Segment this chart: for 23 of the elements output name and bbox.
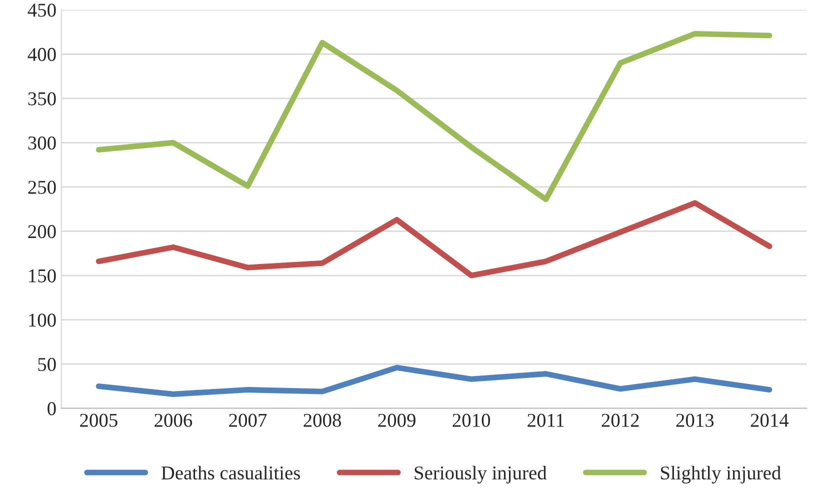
x-tick-label: 2012 — [602, 414, 639, 427]
y-tick-label: 350 — [28, 92, 56, 106]
x-tick-label: 2013 — [676, 414, 714, 427]
x-tick-label: 2010 — [452, 414, 490, 427]
legend-label: Slightly injured — [660, 466, 781, 484]
legend-label: Deaths casualities — [161, 466, 300, 480]
x-tick-label: 2014 — [750, 414, 789, 427]
legend-label: Seriously injured — [414, 466, 547, 484]
x-tick-label: 2008 — [304, 414, 341, 427]
y-tick-label: 400 — [28, 48, 56, 62]
y-tick-label: 250 — [28, 180, 56, 194]
y-tick-label: 450 — [28, 4, 56, 17]
x-tick-label: 2007 — [229, 414, 267, 427]
y-tick-label: 50 — [38, 358, 56, 372]
y-tick-label: 100 — [29, 314, 56, 327]
y-tick-label: 300 — [28, 136, 56, 150]
x-tick-label: 2009 — [378, 414, 416, 427]
x-tick-label: 2011 — [528, 414, 564, 427]
y-tick-label: 150 — [29, 269, 56, 282]
y-tick-label: 200 — [28, 225, 56, 238]
x-tick-label: 2005 — [80, 414, 118, 427]
y-tick-label: 0 — [48, 402, 56, 416]
x-tick-label: 2006 — [154, 414, 192, 427]
